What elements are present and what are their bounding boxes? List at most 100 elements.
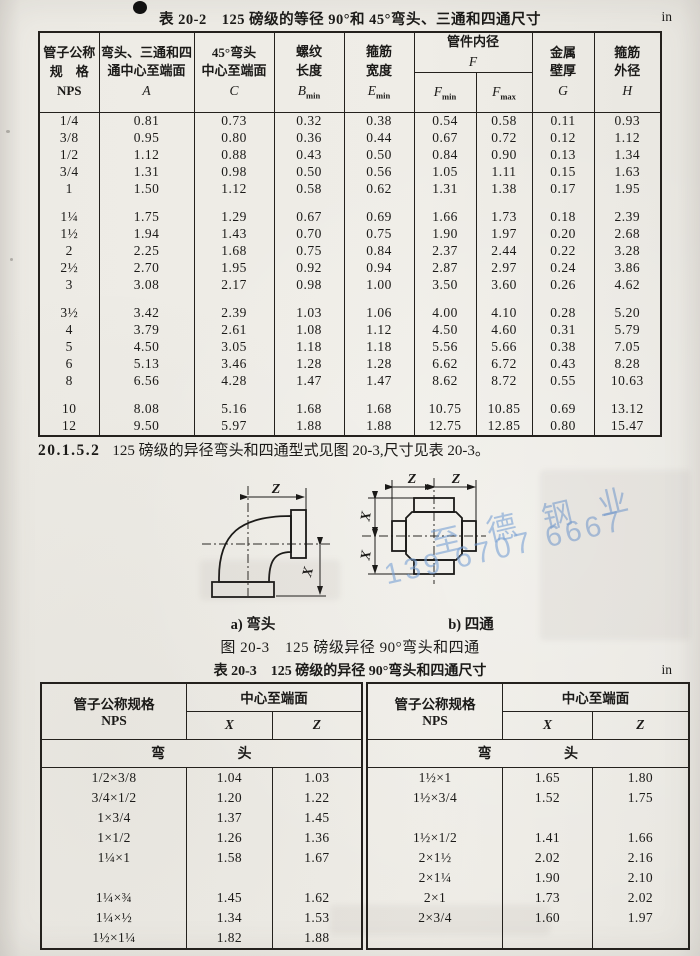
table-cell: 1×1/2 — [40, 827, 188, 848]
table-cell: 2½ — [38, 259, 100, 277]
table-cell: 1.88 — [273, 417, 345, 436]
table-cell: 5.79 — [593, 321, 662, 339]
table-cell: 0.58 — [273, 180, 345, 198]
table-cell: 2×1¼ — [366, 867, 504, 888]
dim-label-x: X — [360, 510, 375, 523]
cross-diagram: Z Z X X — [360, 472, 486, 584]
table-cell: 1.52 — [502, 787, 593, 808]
table-row: 1×3/4 1.37 1.45 — [40, 807, 363, 828]
table-cell: 2.37 — [413, 242, 477, 260]
table-cell: 1.80 — [591, 767, 690, 788]
elbow-right-band — [290, 509, 307, 559]
table-cell: 4.62 — [593, 276, 662, 294]
table-cell: 8.62 — [413, 372, 477, 390]
col-header-e: 箍筋 宽度 Emin — [343, 31, 415, 113]
table-gap-row — [38, 197, 662, 209]
table-gap-row — [38, 389, 662, 401]
table-cell: 1.18 — [343, 338, 415, 356]
table-row: 6 5.13 3.46 1.28 1.28 6.62 6.72 0.43 8.28 — [38, 355, 662, 373]
table-cell: 2×1½ — [366, 847, 504, 868]
table-row: 1½×1¼ 1.82 1.88 — [40, 927, 363, 949]
table-cell: 1.68 — [273, 400, 345, 418]
table-row: 5 4.50 3.05 1.18 1.18 5.56 5.66 0.38 7.05 — [38, 338, 662, 356]
table-cell: 1×3/4 — [40, 807, 188, 828]
header-line: 弯头、三通和四 — [100, 44, 192, 60]
page-bleedthrough — [200, 560, 340, 600]
table-cell: 1.66 — [413, 208, 477, 226]
table-cell: 10.75 — [413, 400, 477, 418]
col-header-center-to-end: 中心至端面 — [502, 682, 690, 712]
table-cell: 0.95 — [98, 129, 195, 147]
table-row: 2×3/4 1.60 1.97 — [366, 907, 690, 928]
table-cell: 0.26 — [531, 276, 595, 294]
table-cell: 0.36 — [273, 129, 345, 147]
table-cell: 1½×3/4 — [366, 787, 504, 808]
table-cell: 2.25 — [98, 242, 195, 260]
table-20-3-title: 表 20-3 125 磅级的异径 90°弯头和四通尺寸 — [213, 664, 487, 679]
table-row: 3/4×1/2 1.20 1.22 — [40, 787, 363, 808]
table-cell: 3/4 — [38, 163, 100, 181]
table-cell: 2.70 — [98, 259, 195, 277]
table-cell: 0.22 — [531, 242, 595, 260]
table-cell: 1.73 — [475, 208, 533, 226]
page-bleedthrough — [540, 470, 690, 640]
table-cell: 1.38 — [475, 180, 533, 198]
table-gap-row — [38, 293, 662, 305]
section-heading-20-1-5-2: 20.1.5.2 125 磅级的异径弯头和四通型式见图 20-3,尺寸见表 20-… — [38, 439, 490, 460]
table-cell: 1.95 — [193, 259, 275, 277]
table-cell: 8 — [38, 372, 100, 390]
col-header-g: 金属 壁厚 G — [531, 31, 595, 113]
table-cell: 1.66 — [591, 827, 690, 848]
table-cell: 0.92 — [273, 259, 345, 277]
table-cell: 1.82 — [186, 927, 273, 949]
table-cell: 0.20 — [531, 225, 595, 243]
table-cell: 2.39 — [593, 208, 662, 226]
table-cell: 1.90 — [413, 225, 477, 243]
table-cell: 2×3/4 — [366, 907, 504, 928]
paper-speck — [6, 130, 10, 133]
header-line: 管子公称规格 — [394, 697, 476, 713]
elbow-body — [218, 515, 292, 583]
binder-hole-dot — [133, 1, 147, 14]
table-20-3: 管子公称规格 NPS 中心至端面 X Z 弯 头 1/2×3/8 1.04 1.03… — [40, 682, 690, 950]
table-cell: 4.00 — [413, 304, 477, 322]
table-row: 2½ 2.70 1.95 0.92 0.94 2.87 2.97 0.24 3.86 — [38, 259, 662, 277]
table-cell: 1.50 — [98, 180, 195, 198]
table-cell: 1.68 — [343, 400, 415, 418]
table-row: 2 2.25 1.68 0.75 0.84 2.37 2.44 0.22 3.28 — [38, 242, 662, 260]
dim-label-z: Z — [451, 472, 461, 487]
table-cell: 9.50 — [98, 417, 195, 436]
dim-label-x: X — [360, 549, 375, 562]
table-cell: 0.72 — [475, 129, 533, 147]
header-line: 长度 — [295, 62, 322, 78]
table-cell: 1¼×1 — [40, 847, 188, 868]
table-cell: 2.61 — [193, 321, 275, 339]
table-cell: 2.02 — [591, 887, 690, 908]
table-cell: 1.37 — [186, 807, 273, 828]
table-cell: 12 — [38, 417, 100, 436]
table-row: 10 8.08 5.16 1.68 1.68 10.75 10.85 0.69 13.12 — [38, 400, 662, 418]
table-20-2: 管子公称 规 格 NPS 弯头、三通和四 通中心至端面 A 45°弯头 中心至端… — [38, 31, 663, 437]
elbow-bottom-band — [211, 581, 275, 598]
header-line: 箍筋 — [365, 43, 392, 59]
table-row: 1½ 1.94 1.43 0.70 0.75 1.90 1.97 0.20 2.68 — [38, 225, 662, 243]
header-line: NPS — [422, 713, 448, 729]
table-cell: 0.50 — [343, 146, 415, 164]
table-cell: 0.98 — [273, 276, 345, 294]
table-cell: 1½ — [38, 225, 100, 243]
table-cell: 1.12 — [193, 180, 275, 198]
table-cell: 1.88 — [343, 417, 415, 436]
table-cell: 1.05 — [413, 163, 477, 181]
table-cell: 1.34 — [593, 146, 662, 164]
table-cell: 1¼ — [38, 208, 100, 226]
table-cell: 6.56 — [98, 372, 195, 390]
table-cell: 1.75 — [591, 787, 690, 808]
col-header-x: X — [186, 710, 273, 740]
table-cell: 0.15 — [531, 163, 595, 181]
cross-left-band — [391, 520, 407, 552]
table-row: 3 3.08 2.17 0.98 1.00 3.50 3.60 0.26 4.62 — [38, 276, 662, 294]
symbol-F: F — [468, 53, 478, 69]
table-cell: 1.68 — [193, 242, 275, 260]
header-line: 通中心至端面 — [107, 63, 186, 79]
table-gap-row — [366, 807, 690, 828]
